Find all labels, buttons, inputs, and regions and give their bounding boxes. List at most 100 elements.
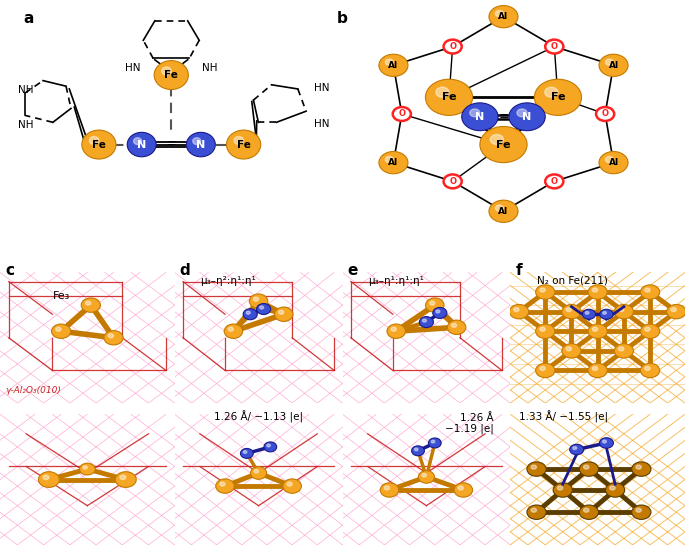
Circle shape: [162, 67, 171, 75]
Circle shape: [640, 285, 660, 299]
Text: Fe: Fe: [236, 140, 251, 150]
Circle shape: [527, 462, 546, 476]
Circle shape: [425, 298, 444, 312]
Circle shape: [599, 54, 628, 76]
Circle shape: [636, 508, 641, 512]
Circle shape: [414, 448, 418, 451]
Text: Fe: Fe: [164, 70, 178, 80]
Circle shape: [645, 288, 650, 292]
Text: HN: HN: [314, 119, 329, 128]
Circle shape: [582, 309, 595, 319]
Text: N₂ on Fe(211): N₂ on Fe(211): [536, 276, 608, 286]
Circle shape: [495, 11, 503, 17]
Circle shape: [489, 6, 518, 28]
Circle shape: [436, 87, 449, 97]
Circle shape: [667, 305, 685, 319]
Circle shape: [599, 438, 613, 448]
Circle shape: [447, 320, 466, 335]
Circle shape: [120, 475, 126, 479]
Circle shape: [614, 344, 634, 358]
Circle shape: [600, 309, 613, 319]
Circle shape: [379, 151, 408, 173]
Text: NH: NH: [18, 120, 34, 130]
Text: O: O: [551, 42, 558, 51]
Circle shape: [108, 334, 114, 337]
Circle shape: [220, 482, 225, 486]
Circle shape: [384, 486, 390, 490]
Circle shape: [527, 505, 546, 519]
Circle shape: [489, 200, 518, 222]
Circle shape: [531, 465, 536, 469]
Text: e: e: [347, 263, 358, 278]
Circle shape: [279, 310, 284, 314]
Circle shape: [186, 132, 215, 157]
Circle shape: [606, 59, 614, 66]
Circle shape: [192, 138, 201, 145]
Text: Fe: Fe: [92, 140, 106, 150]
Text: O: O: [601, 110, 609, 118]
Circle shape: [412, 446, 425, 456]
Circle shape: [154, 61, 188, 90]
Circle shape: [640, 363, 660, 378]
Text: γ-Al₂O₃(010): γ-Al₂O₃(010): [5, 386, 61, 395]
Circle shape: [287, 482, 292, 486]
Text: 1.33 Å/ −1.55 |e|: 1.33 Å/ −1.55 |e|: [519, 411, 608, 423]
Circle shape: [428, 438, 441, 448]
Circle shape: [558, 486, 562, 490]
Circle shape: [566, 347, 571, 351]
Circle shape: [444, 39, 462, 53]
Circle shape: [227, 130, 261, 159]
Circle shape: [423, 319, 426, 322]
Circle shape: [606, 156, 614, 162]
Circle shape: [584, 508, 589, 512]
Circle shape: [462, 103, 498, 131]
Circle shape: [606, 483, 625, 497]
Text: O: O: [551, 177, 558, 186]
Circle shape: [240, 449, 253, 458]
Circle shape: [480, 126, 527, 162]
Circle shape: [514, 307, 519, 311]
Circle shape: [89, 136, 99, 145]
Circle shape: [43, 475, 49, 479]
Circle shape: [573, 446, 577, 449]
Text: Al: Al: [499, 207, 508, 216]
Circle shape: [436, 310, 440, 313]
Circle shape: [82, 298, 101, 312]
Circle shape: [531, 508, 536, 512]
Circle shape: [545, 39, 563, 53]
Text: O: O: [449, 42, 456, 51]
Circle shape: [540, 366, 545, 370]
Circle shape: [619, 347, 624, 351]
Circle shape: [234, 136, 244, 145]
Circle shape: [610, 486, 615, 490]
Circle shape: [243, 450, 247, 454]
Circle shape: [393, 107, 411, 121]
Circle shape: [379, 54, 408, 76]
Circle shape: [432, 440, 435, 443]
Circle shape: [228, 327, 234, 331]
Circle shape: [632, 462, 651, 476]
Text: 1.26 Å: 1.26 Å: [460, 413, 493, 423]
Circle shape: [127, 132, 156, 157]
Circle shape: [534, 79, 582, 115]
Circle shape: [454, 483, 473, 497]
Circle shape: [419, 316, 434, 327]
Text: Al: Al: [388, 61, 399, 70]
Circle shape: [588, 363, 608, 378]
Text: N: N: [137, 140, 147, 150]
Text: f: f: [516, 263, 522, 278]
Text: Al: Al: [388, 158, 399, 167]
Circle shape: [253, 297, 258, 301]
Text: μ₃–η¹:η¹:η¹: μ₃–η¹:η¹:η¹: [368, 276, 423, 286]
Text: Fe: Fe: [496, 140, 511, 150]
Circle shape: [553, 483, 573, 497]
Text: Fe: Fe: [442, 92, 456, 102]
Circle shape: [387, 324, 406, 339]
Circle shape: [562, 344, 581, 358]
Circle shape: [51, 324, 71, 339]
Circle shape: [645, 366, 650, 370]
Circle shape: [536, 363, 555, 378]
Circle shape: [580, 462, 599, 476]
Text: NH: NH: [18, 86, 34, 95]
Circle shape: [509, 103, 545, 131]
